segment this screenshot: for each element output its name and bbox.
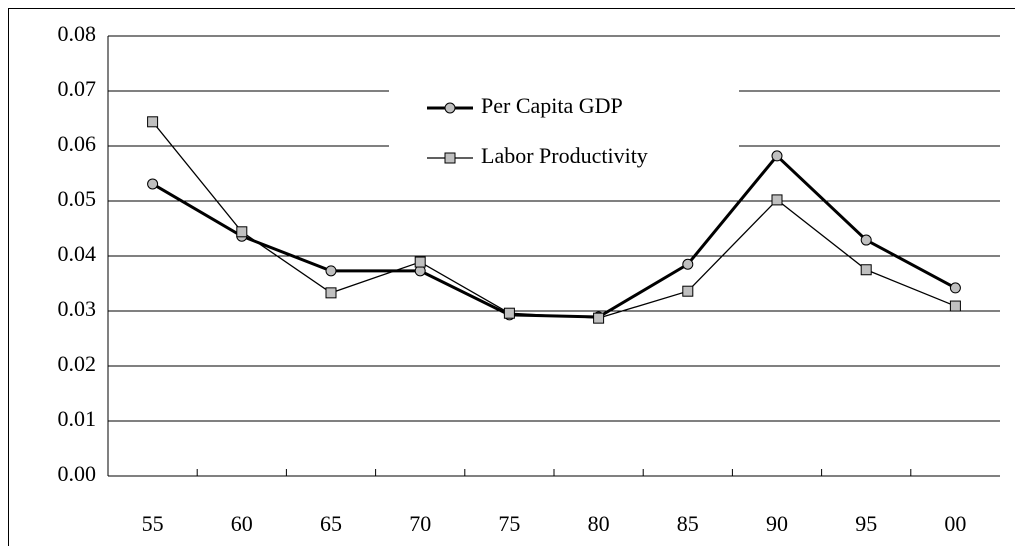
marker (503, 307, 515, 319)
y-tick-label: 0.06 (58, 131, 97, 156)
marker (682, 285, 694, 297)
x-tick-label: 85 (677, 511, 699, 536)
x-tick-label: 00 (944, 511, 966, 536)
marker (147, 178, 159, 190)
x-tick-label: 65 (320, 511, 342, 536)
series-line (152, 121, 956, 319)
x-tick-label: 70 (409, 511, 431, 536)
y-tick-label: 0.04 (58, 241, 97, 266)
legend-box (389, 80, 739, 184)
x-tick-label: 80 (588, 511, 610, 536)
marker (593, 312, 605, 324)
y-tick-label: 0.07 (58, 76, 97, 101)
x-tick-label: 95 (855, 511, 877, 536)
marker (325, 287, 337, 299)
x-tick-label: 90 (766, 511, 788, 536)
y-tick-label: 0.02 (58, 351, 97, 376)
legend-marker (444, 102, 456, 114)
x-tick-label: 60 (231, 511, 253, 536)
marker (147, 116, 159, 128)
marker (949, 282, 961, 294)
y-tick-label: 0.03 (58, 296, 97, 321)
legend-item: Labor Productivity (427, 143, 648, 168)
chart-frame (8, 8, 1015, 546)
legend-label: Labor Productivity (481, 143, 648, 168)
marker (414, 256, 426, 268)
marker (325, 265, 337, 277)
marker (860, 234, 872, 246)
marker (771, 150, 783, 162)
x-tick-label: 55 (142, 511, 164, 536)
marker (771, 194, 783, 206)
x-tick-label: 75 (498, 511, 520, 536)
marker (949, 300, 961, 312)
y-tick-label: 0.05 (58, 186, 97, 211)
legend-item: Per Capita GDP (427, 93, 623, 118)
marker (236, 226, 248, 238)
marker (860, 264, 872, 276)
legend-label: Per Capita GDP (481, 93, 623, 118)
y-tick-label: 0.08 (58, 21, 97, 46)
y-tick-label: 0.01 (58, 406, 97, 431)
y-tick-label: 0.00 (58, 461, 97, 486)
legend-marker (444, 152, 456, 164)
marker (682, 258, 694, 270)
